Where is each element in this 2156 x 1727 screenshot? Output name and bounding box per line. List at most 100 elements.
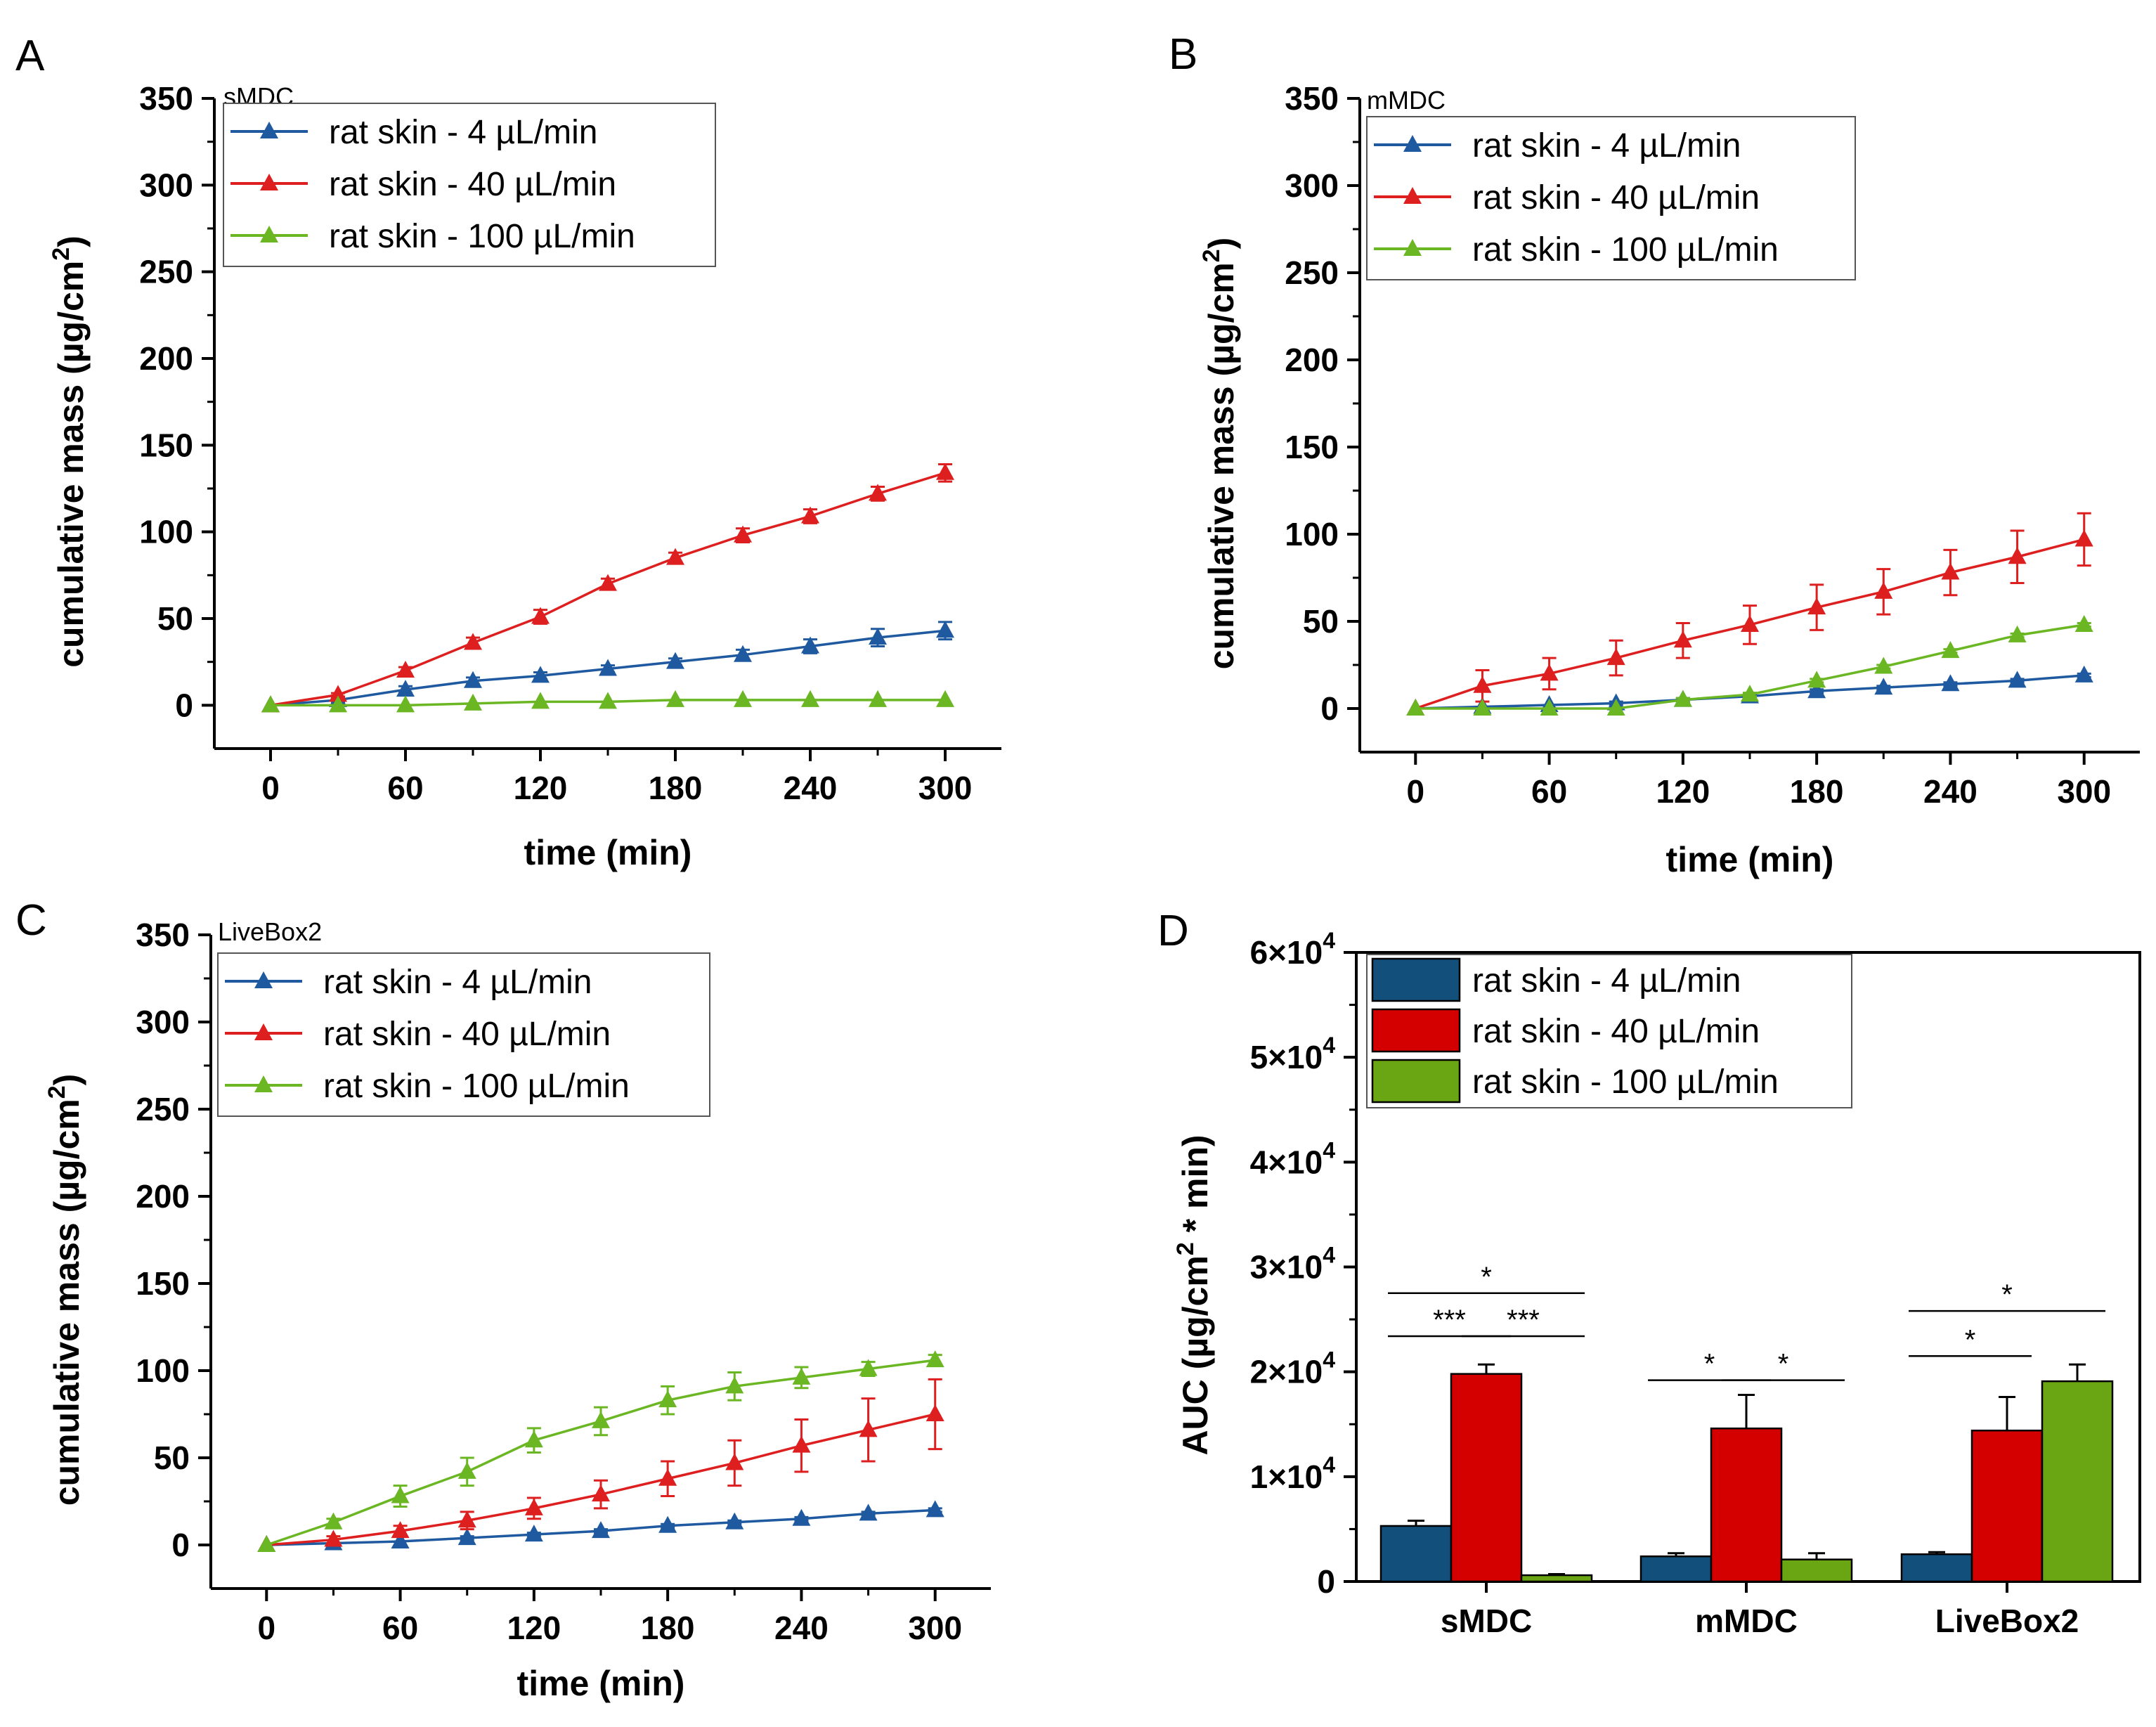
y-tick-label-base: 0: [1317, 1563, 1335, 1600]
data-point-a-2: [869, 690, 887, 707]
panel-letter-a: A: [15, 32, 45, 80]
y-axis-title-superscript: 2: [1172, 1242, 1199, 1255]
data-point-a-1: [599, 574, 617, 591]
y-tick-label-d: 0: [1317, 1563, 1335, 1600]
chart-title-b: mMDC: [1367, 86, 1446, 115]
chart-title-c: LiveBox2: [218, 917, 322, 946]
legend-swatch-marker-a: [260, 122, 278, 138]
data-point-c-2: [926, 1350, 944, 1368]
y-axis-title-d: AUC (µg/cm2 * min): [1172, 1134, 1215, 1455]
y-tick-label-a: 0: [175, 687, 193, 723]
y-axis-title-main: cumulative mass (µg/cm: [47, 1099, 86, 1506]
y-tick-label-c: 300: [136, 1004, 190, 1040]
legend-swatch-d: [1371, 957, 1461, 1002]
significance-label: *: [1778, 1349, 1789, 1380]
data-point-b-2: [2074, 614, 2093, 632]
y-tick-label-exponent: 4: [1323, 1452, 1335, 1477]
legend-label-a: rat skin - 100 µL/min: [329, 218, 635, 255]
data-point-c-2: [592, 1411, 610, 1428]
x-tick-label-b: 300: [2057, 773, 2111, 810]
data-point-c-1: [524, 1498, 543, 1515]
data-point-b-2: [1473, 699, 1492, 716]
x-tick-label-c: 240: [774, 1610, 829, 1646]
x-tick-label-c: 60: [382, 1610, 418, 1646]
y-axis-title-a: cumulative mass (µg/cm2): [48, 235, 91, 668]
significance-label: ***: [1433, 1305, 1466, 1335]
y-tick-label-b: 200: [1285, 342, 1339, 378]
y-tick-label-exponent: 4: [1323, 928, 1335, 953]
legend-label-d: rat skin - 4 µL/min: [1472, 962, 1741, 1000]
y-tick-label-base: 2×10: [1250, 1354, 1323, 1390]
data-point-b-1: [1540, 664, 1559, 681]
x-tick-label-c: 120: [507, 1610, 561, 1646]
data-point-c-0: [926, 1500, 944, 1518]
y-tick-label-a: 350: [139, 80, 193, 117]
data-point-a-2: [666, 690, 684, 707]
y-tick-label-exponent: 4: [1323, 1347, 1335, 1373]
data-point-b-1: [1874, 581, 1893, 599]
bar-livebox2-0: [1900, 1553, 1973, 1583]
data-point-a-1: [734, 525, 752, 543]
data-point-a-0: [666, 652, 684, 669]
data-point-b-0: [2008, 671, 2027, 688]
category-label-smdc: sMDC: [1441, 1603, 1532, 1639]
legend-swatch-d: [1371, 1059, 1461, 1104]
y-axis-title-main: cumulative mass (µg/cm: [1202, 262, 1241, 669]
legend-swatch-marker-a: [260, 226, 278, 242]
y-axis-title-superscript: 2: [1198, 249, 1225, 262]
legend-swatch-marker-c: [254, 971, 273, 988]
data-point-a-0: [869, 628, 887, 645]
data-point-a-1: [936, 463, 954, 480]
data-point-c-0: [859, 1503, 878, 1521]
bar-smdc-0: [1379, 1525, 1453, 1583]
y-tick-label-b: 50: [1303, 603, 1339, 640]
x-axis-title-a: time (min): [524, 833, 692, 872]
x-axis-title-b: time (min): [1666, 840, 1834, 879]
y-tick-label-d: 3×104: [1250, 1243, 1336, 1286]
y-tick-label-a: 250: [139, 254, 193, 290]
chart-panel-c: 0 50 100 150 200 250 300 350 0 60 120 180 240 300 time…: [44, 917, 991, 1703]
y-tick-label-b: 250: [1285, 254, 1339, 291]
y-tick-label-a: 100: [139, 514, 193, 550]
x-tick-label-b: 120: [1656, 773, 1710, 810]
legend-label-c: rat skin - 40 µL/min: [323, 1016, 611, 1053]
y-tick-label-d: 5×104: [1250, 1033, 1336, 1075]
data-point-b-1: [1473, 675, 1492, 693]
data-point-a-1: [869, 484, 887, 501]
y-tick-label-b: 300: [1285, 167, 1339, 204]
y-axis-title-b: cumulative mass (µg/cm2): [1198, 238, 1241, 670]
data-point-c-1: [859, 1420, 878, 1437]
data-point-c-2: [457, 1461, 476, 1479]
legend-swatch-marker-b: [1403, 187, 1422, 204]
y-axis-title-main: cumulative mass (µg/cm: [51, 261, 91, 668]
legend-swatch-marker-b: [1403, 239, 1422, 256]
data-point-b-0: [1874, 678, 1893, 695]
y-tick-label-c: 0: [171, 1527, 190, 1563]
data-point-a-2: [936, 690, 954, 707]
x-tick-label-a: 180: [649, 770, 703, 806]
y-tick-label-c: 50: [154, 1440, 190, 1476]
data-point-c-2: [524, 1430, 543, 1448]
data-point-b-2: [1673, 690, 1692, 707]
y-tick-label-base: 4×10: [1250, 1144, 1323, 1180]
x-tick-label-b: 0: [1406, 773, 1424, 810]
y-tick-label-b: 350: [1285, 80, 1339, 117]
legend-label-b: rat skin - 4 µL/min: [1472, 127, 1741, 164]
data-point-c-1: [324, 1529, 343, 1547]
legend-label-c: rat skin - 4 µL/min: [323, 964, 592, 1001]
data-point-b-2: [1606, 699, 1625, 716]
bar-mmdc-2: [1780, 1558, 1853, 1583]
y-axis-title-end: * min): [1176, 1134, 1215, 1242]
data-point-b-2: [1941, 641, 1960, 659]
x-tick-label-b: 180: [1790, 773, 1844, 810]
significance-label: *: [1481, 1262, 1492, 1293]
y-tick-label-d: 1×104: [1250, 1452, 1336, 1495]
legend-label-d: rat skin - 100 µL/min: [1472, 1063, 1779, 1101]
bar-mmdc-1: [1710, 1427, 1783, 1583]
data-point-c-2: [391, 1486, 410, 1503]
y-tick-label-d: 2×104: [1250, 1347, 1336, 1390]
x-tick-label-a: 240: [784, 770, 838, 806]
data-point-a-2: [396, 695, 415, 713]
